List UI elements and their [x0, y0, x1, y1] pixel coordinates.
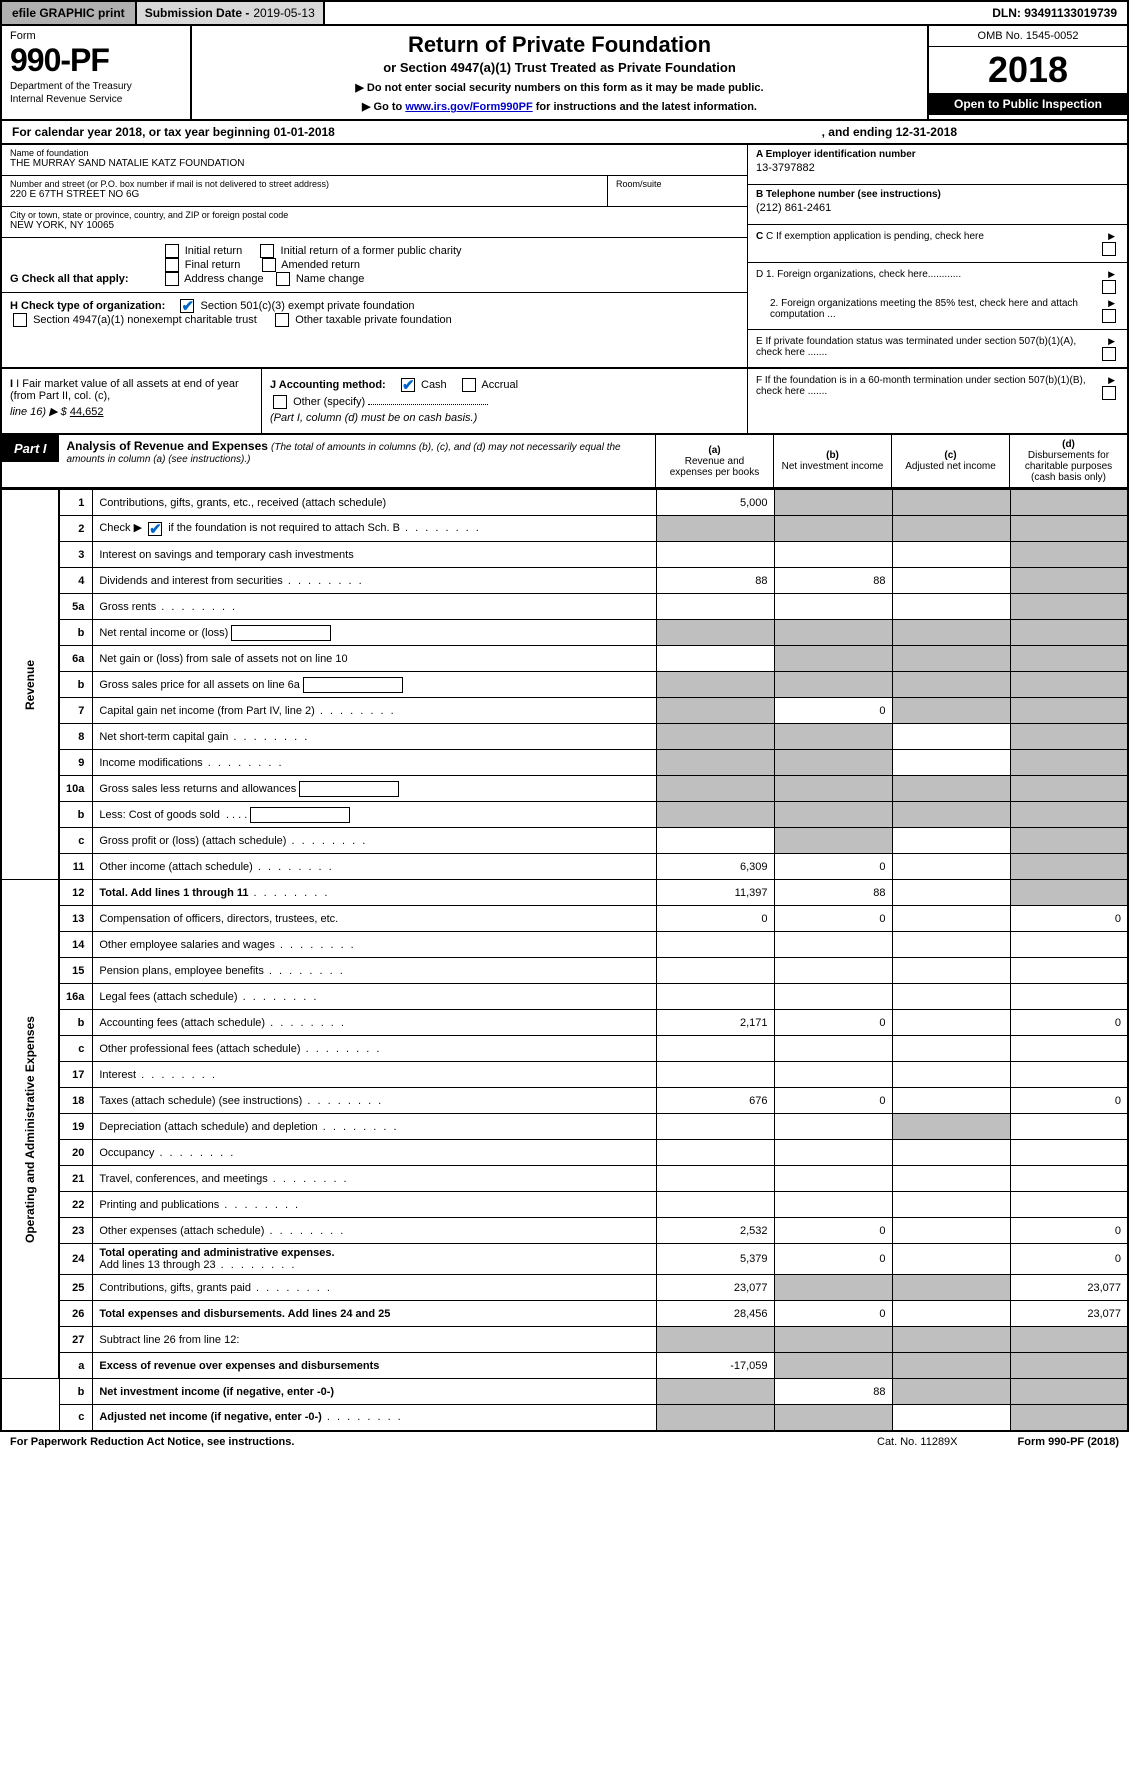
fmv-line16: line 16) ▶ $ 44,652 — [10, 405, 253, 418]
fmv-value: 44,652 — [70, 406, 104, 418]
cash-basis-note: (Part I, column (d) must be on cash basi… — [270, 412, 477, 424]
chk-other-taxable[interactable] — [275, 313, 289, 327]
chk-4947a1[interactable] — [13, 313, 27, 327]
chk-85pct[interactable] — [1102, 309, 1116, 323]
ein: 13-3797882 — [756, 162, 1119, 174]
fmv-label: I I Fair market value of all assets at e… — [10, 378, 253, 402]
section-h: H Check type of organization: Section 50… — [2, 293, 747, 333]
irs-link[interactable]: www.irs.gov/Form990PF — [405, 101, 532, 113]
dept-treasury: Department of the Treasury — [10, 81, 182, 92]
ein-label: A Employer identification number — [756, 149, 1119, 160]
foundation-name: THE MURRAY SAND NATALIE KATZ FOUNDATION — [10, 158, 739, 169]
chk-initial-former[interactable] — [260, 244, 274, 258]
chk-cash[interactable] — [401, 378, 415, 392]
page-footer: For Paperwork Reduction Act Notice, see … — [0, 1432, 1129, 1452]
public-inspection-badge: Open to Public Inspection — [929, 93, 1127, 115]
chk-amended[interactable] — [262, 258, 276, 272]
chk-other-method[interactable] — [273, 395, 287, 409]
pra-notice: For Paperwork Reduction Act Notice, see … — [10, 1436, 294, 1448]
form-footer-label: Form 990-PF (2018) — [1018, 1436, 1119, 1448]
form-header: Form 990-PF Department of the Treasury I… — [0, 26, 1129, 121]
form-number: 990-PF — [10, 42, 182, 79]
chk-name-change[interactable] — [276, 272, 290, 286]
instructions-link-line: ▶ Go to www.irs.gov/Form990PF for instru… — [204, 100, 915, 113]
irs-label: Internal Revenue Service — [10, 94, 182, 105]
efile-print-button[interactable]: efile GRAPHIC print — [2, 2, 137, 24]
form-title: Return of Private Foundation — [204, 32, 915, 58]
address-label: Number and street (or P.O. box number if… — [10, 179, 607, 189]
entity-info: Name of foundation THE MURRAY SAND NATAL… — [0, 145, 1129, 369]
chk-terminated[interactable] — [1102, 347, 1116, 361]
city-label: City or town, state or province, country… — [10, 210, 739, 220]
col-b-header: (b)Net investment income — [773, 435, 891, 487]
phone: (212) 861-2461 — [756, 202, 1119, 214]
part1-table: Revenue 1Contributions, gifts, grants, e… — [0, 489, 1129, 1432]
foundation-name-label: Name of foundation — [10, 148, 739, 158]
d2-85pct: 2. Foreign organizations meeting the 85%… — [756, 298, 1095, 323]
section-ijf: I I Fair market value of all assets at e… — [0, 369, 1129, 435]
col-d-header: (d)Disbursements for charitable purposes… — [1009, 435, 1127, 487]
cat-number: Cat. No. 11289X — [877, 1436, 958, 1448]
col-a-header: (a)Revenue and expenses per books — [655, 435, 773, 487]
submission-date: Submission Date - 2019-05-13 — [137, 2, 325, 24]
calendar-year-line: For calendar year 2018, or tax year begi… — [0, 121, 1129, 145]
chk-501c3[interactable] — [180, 299, 194, 313]
chk-exemption-pending[interactable] — [1102, 242, 1116, 256]
expenses-side-label: Operating and Administrative Expenses — [1, 880, 59, 1379]
revenue-side-label: Revenue — [1, 490, 59, 880]
topbar: efile GRAPHIC print Submission Date - 20… — [0, 0, 1129, 26]
exemption-pending: C C If exemption application is pending,… — [756, 231, 1095, 256]
d1-foreign: D 1. Foreign organizations, check here..… — [756, 269, 1095, 294]
part1-tag: Part I — [2, 435, 59, 462]
tax-year: 2018 — [929, 47, 1127, 93]
dln: DLN: 93491133019739 — [982, 2, 1127, 24]
chk-sch-b[interactable] — [148, 522, 162, 536]
chk-60month[interactable] — [1102, 386, 1116, 400]
chk-foreign-org[interactable] — [1102, 280, 1116, 294]
form-label: Form — [10, 30, 182, 42]
ssn-warning: ▶ Do not enter social security numbers o… — [204, 81, 915, 94]
f-60month: F If the foundation is in a 60-month ter… — [756, 375, 1095, 427]
chk-accrual[interactable] — [462, 378, 476, 392]
phone-label: B Telephone number (see instructions) — [756, 189, 1119, 200]
part1-header: Part I Analysis of Revenue and Expenses … — [0, 435, 1129, 489]
chk-initial-return[interactable] — [165, 244, 179, 258]
section-g: G Check all that apply: Initial return I… — [2, 238, 747, 293]
room-suite-label: Room/suite — [607, 176, 747, 206]
col-c-header: (c)Adjusted net income — [891, 435, 1009, 487]
chk-address-change[interactable] — [165, 272, 179, 286]
omb-number: OMB No. 1545-0052 — [929, 26, 1127, 47]
city-state-zip: NEW YORK, NY 10065 — [10, 220, 739, 231]
e-terminated: E If private foundation status was termi… — [756, 336, 1095, 361]
address: 220 E 67TH STREET NO 6G — [10, 189, 607, 200]
form-subtitle: or Section 4947(a)(1) Trust Treated as P… — [204, 60, 915, 75]
chk-final-return[interactable] — [165, 258, 179, 272]
